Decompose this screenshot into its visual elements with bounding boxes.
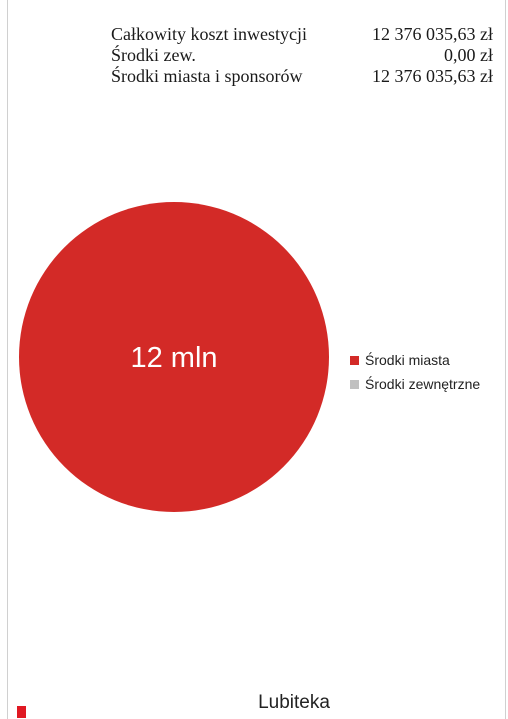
summary-row-external: Środki zew. 0,00 zł xyxy=(111,45,493,66)
summary-label: Środki zew. xyxy=(111,45,196,65)
summary-label: Środki miasta i sponsorów xyxy=(111,66,303,86)
brand-label: Lubiteka xyxy=(258,692,330,713)
legend-swatch xyxy=(350,355,359,365)
slice-data-label: 12 mln xyxy=(130,342,217,374)
investment-summary: Całkowity koszt inwestycji 12 376 035,63… xyxy=(111,24,493,87)
brand-mark-icon xyxy=(17,706,26,718)
summary-value: 12 376 035,63 zł xyxy=(372,24,493,44)
legend-label: Środki miasta xyxy=(365,352,450,368)
chart-legend: Środki miasta Środki zewnętrzne xyxy=(350,348,480,396)
legend-swatch xyxy=(350,379,359,389)
summary-value: 0,00 zł xyxy=(444,45,493,65)
legend-label: Środki zewnętrzne xyxy=(365,376,481,392)
legend-item-external[interactable]: Środki zewnętrzne xyxy=(350,372,480,396)
summary-row-city: Środki miasta i sponsorów 12 376 035,63 … xyxy=(111,66,493,87)
summary-row-total: Całkowity koszt inwestycji 12 376 035,63… xyxy=(111,24,493,45)
pie-slice-0[interactable] xyxy=(19,202,329,512)
summary-label: Całkowity koszt inwestycji xyxy=(111,24,307,44)
legend-item-city[interactable]: Środki miasta xyxy=(350,348,480,372)
summary-value: 12 376 035,63 zł xyxy=(372,66,493,86)
